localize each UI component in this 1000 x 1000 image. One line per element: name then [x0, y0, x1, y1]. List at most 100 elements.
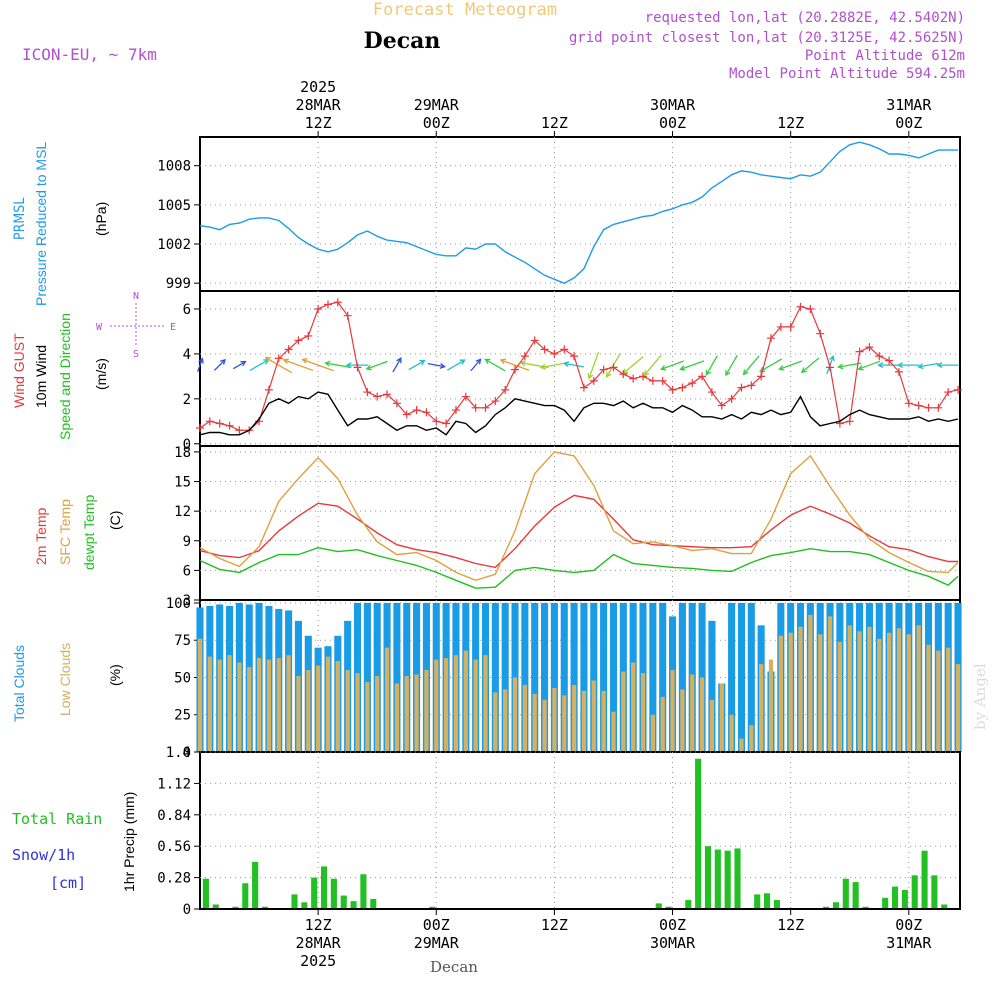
gust-point	[363, 388, 372, 397]
low-cloud-bar	[197, 638, 203, 752]
wind-arrow-head	[705, 369, 712, 376]
low-cloud-bar	[443, 658, 449, 752]
rain-bar	[773, 900, 780, 909]
bottom-time-label: 28MAR	[296, 934, 342, 952]
wind-arrow	[213, 358, 226, 371]
wind-arrow	[392, 357, 402, 373]
rain-bar	[340, 895, 347, 909]
snow-label: Snow/1h	[12, 846, 75, 864]
gust-point	[639, 372, 648, 381]
low-cloud-bar	[611, 711, 616, 752]
wind-arrow	[917, 362, 939, 370]
temp-unit-label: (C)	[107, 511, 123, 530]
gust-point	[954, 385, 963, 394]
gust-point	[422, 408, 431, 417]
prmsl-frame	[199, 136, 961, 292]
wind-arrow	[759, 358, 783, 373]
top-time-label: 30MAR	[650, 96, 696, 114]
low-cloud-bar	[926, 644, 931, 752]
prmsl-label: PRMSL	[12, 198, 28, 240]
total-cloud-bar	[560, 602, 568, 752]
gust-point	[944, 388, 953, 397]
wind-arrow	[660, 360, 685, 371]
wind-arrow-head	[263, 359, 270, 365]
total-cloud-bar	[678, 602, 686, 752]
top-time-label: 31MAR	[886, 96, 932, 114]
low-cloud-bar	[936, 650, 941, 752]
wind-arrow	[742, 355, 760, 376]
rain-bar	[202, 878, 209, 909]
compass-w: W	[96, 322, 103, 333]
gust-point	[304, 331, 313, 340]
rain-bar	[360, 874, 367, 909]
total-cloud-bar	[541, 602, 549, 752]
wind-arrow-head	[484, 358, 491, 365]
prmsl-desc-label: Pressure Reduced to MSL	[33, 142, 49, 306]
low-cloud-bar	[808, 614, 813, 752]
wind-arrow	[446, 359, 466, 371]
total-cloud-bar	[600, 602, 608, 752]
low-cloud-bar	[414, 674, 419, 752]
bottom-time-label: 00Z	[659, 916, 686, 934]
low-cloud-bar	[729, 714, 734, 752]
wind-arrow-head	[896, 362, 904, 369]
wind-arrow-head	[660, 365, 667, 371]
temperature-ytick-label: 9	[183, 534, 191, 550]
total-cloud-bar	[521, 602, 529, 752]
low-cloud-bar	[355, 673, 360, 752]
wind-arrow-head	[365, 364, 372, 371]
rain-bar	[832, 902, 840, 909]
gust-point	[520, 352, 529, 361]
bottom-time-label: 31MAR	[886, 934, 932, 952]
gust-point	[648, 376, 657, 385]
gust-point	[678, 383, 687, 392]
rain-bar	[754, 894, 761, 909]
wind-arrow-head	[539, 363, 547, 370]
low-cloud-bar	[650, 714, 655, 752]
clouds-panel: 0 25 50 75 100	[166, 596, 962, 761]
total-cloud-bar	[590, 602, 598, 752]
gust-point	[511, 365, 520, 374]
total-cloud-bar	[728, 602, 736, 752]
clouds-ytick-label: 50	[174, 670, 191, 686]
wind-arrow-head	[587, 373, 594, 380]
wind-arrow-head	[419, 359, 426, 366]
footer-location: Decan	[430, 958, 478, 976]
wind-arrow-head	[198, 357, 204, 364]
precip-unit-label: 1hr Precip (mm)	[121, 792, 137, 892]
bottom-time-label: 12Z	[305, 916, 332, 934]
gust-point	[658, 376, 667, 385]
low-cloud-bar	[365, 681, 370, 752]
prmsl-ytick-label: 999	[166, 276, 191, 292]
top-time-label: 00Z	[895, 114, 922, 132]
gust-point	[845, 417, 854, 426]
low-cloud-bar	[906, 634, 911, 752]
prmsl-ytick-label: 1008	[157, 159, 191, 175]
prmsl-panel: 999 1002 1005 1008	[157, 136, 961, 292]
gust-point	[589, 376, 598, 385]
wind-ytick-label: 6	[183, 302, 191, 318]
wind-arrow-shaft	[470, 358, 481, 372]
low-cloud-bar	[394, 683, 400, 752]
wind-ytick-label: 0	[183, 437, 191, 453]
wind-arrow	[365, 360, 388, 371]
low-cloud-bar	[493, 692, 498, 752]
precip-ytick-label: 0	[183, 902, 191, 918]
total-cloud-bar	[659, 602, 667, 752]
gust-point	[501, 385, 510, 394]
low-cloud-bar	[473, 659, 478, 752]
wind-dir-label: Speed and Direction	[57, 313, 73, 440]
wind-arrow-shaft	[392, 357, 402, 373]
gust-point	[579, 383, 588, 392]
rain-bar	[212, 904, 219, 909]
wind-arrow	[427, 362, 446, 369]
prmsl-unit-label: (hPa)	[93, 202, 109, 236]
sfc-temp-line	[199, 451, 959, 582]
low-cloud-bar	[562, 695, 567, 752]
temperature-ytick-label: 15	[174, 475, 191, 491]
total-cloud-bar	[363, 602, 371, 752]
rain-bar	[370, 898, 377, 909]
bottom-time-label: 00Z	[895, 916, 922, 934]
gust-point	[284, 345, 293, 354]
gust-point	[717, 401, 726, 410]
